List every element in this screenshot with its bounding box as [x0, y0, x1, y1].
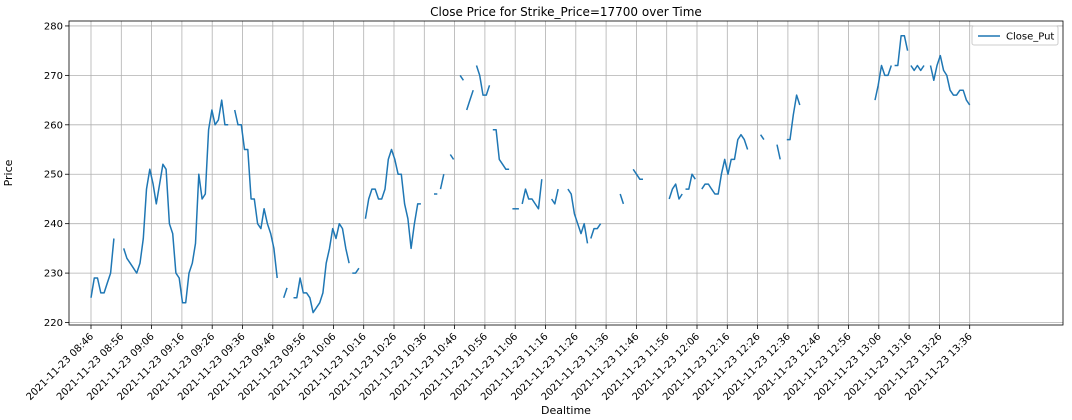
series-segment-close-put [475, 65, 491, 96]
series-segment-close-put [632, 168, 643, 180]
series-segment-close-put [685, 173, 696, 190]
x-axis-label: Dealtime [541, 404, 591, 417]
series-segment-close-put [619, 193, 625, 205]
series-segment-close-put [590, 223, 602, 239]
series-segment-close-put [910, 64, 925, 72]
y-tick-label: 270 [44, 71, 63, 82]
plot-frame [68, 20, 1064, 326]
series-segment-close-put [929, 54, 971, 106]
series-segment-close-put [894, 35, 909, 67]
series-segment-close-put [759, 134, 765, 141]
y-tick-label: 220 [44, 318, 63, 329]
legend-label-close-put: Close_Put [1006, 32, 1054, 43]
series-segment-close-put [459, 74, 465, 81]
series-segment-close-put [492, 128, 510, 171]
series-segment-close-put [668, 183, 683, 200]
series-segment-close-put [874, 64, 893, 101]
series-segment-close-put [550, 188, 559, 205]
series-segment-close-put [567, 188, 589, 244]
y-axis-ticks: 220 230 240 250 260 270 280 [44, 21, 69, 329]
y-axis-label: Price [2, 159, 15, 186]
series-segment-close-put [701, 133, 749, 195]
series-segment-close-put [352, 267, 360, 274]
legend: Close_Put [971, 25, 1059, 46]
y-tick-label: 230 [44, 269, 63, 280]
y-tick-label: 240 [44, 219, 63, 230]
series-segment-close-put [465, 89, 474, 111]
series-layer [90, 35, 971, 314]
series-segment-close-put [521, 179, 543, 210]
series-segment-close-put [122, 99, 229, 304]
series-segment-close-put [449, 154, 455, 160]
series-segment-close-put [364, 148, 421, 250]
series-segment-close-put [233, 109, 278, 279]
series-segment-close-put [776, 144, 781, 160]
series-segment-close-put [786, 94, 801, 141]
series-segment-close-put [439, 174, 445, 190]
y-tick-label: 280 [44, 21, 63, 32]
series-segment-close-put [282, 287, 288, 299]
grid [69, 21, 1063, 325]
series-segment-close-put [90, 238, 115, 298]
y-tick-label: 250 [44, 170, 63, 181]
chart-title: Close Price for Strike_Price=17700 over … [430, 5, 702, 19]
y-tick-label: 260 [44, 120, 63, 131]
series-segment-close-put [293, 222, 350, 314]
legend-box [971, 25, 1059, 46]
